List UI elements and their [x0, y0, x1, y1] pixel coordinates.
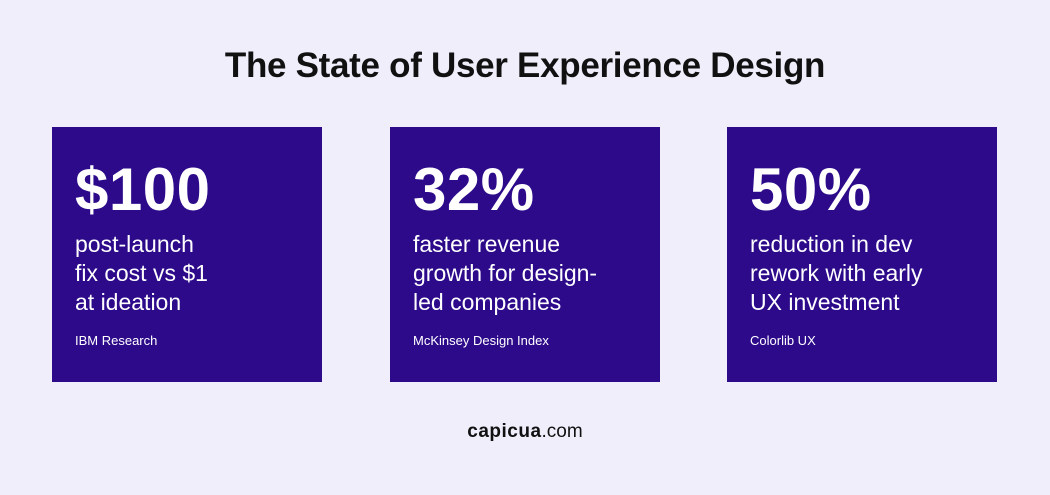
- stat-description: post-launch fix cost vs $1 at ideation: [75, 230, 208, 317]
- stat-card: 32% faster revenue growth for design-led c…: [390, 127, 660, 382]
- title: The State of User Experience Design: [224, 46, 826, 85]
- stat-description: reduction in dev rework with early UX inve…: [750, 230, 923, 317]
- stat-card: $100 post-launch fix cost vs $1 at ideation…: [52, 127, 322, 382]
- brand: capicua: [467, 421, 542, 442]
- footer: capicua.com: [0, 421, 1050, 443]
- stat-description: faster revenue growth for design-led comp…: [413, 230, 597, 317]
- description-line: growth for design-: [413, 260, 598, 286]
- description-line: rework with early: [750, 260, 923, 286]
- stat-card: 50% reduction in dev rework with early UX i…: [727, 127, 997, 382]
- description-line: led companies: [413, 289, 562, 315]
- domain: .com: [541, 421, 583, 442]
- description-line: reduction in dev: [750, 231, 913, 257]
- description-line: at ideation: [75, 289, 182, 315]
- description-line: post-launch: [75, 231, 194, 257]
- stat-source: Colorlib UX: [750, 333, 816, 348]
- stat-value: $100: [75, 156, 211, 223]
- stat-value: 32%: [413, 156, 535, 223]
- stat-source: IBM Research: [75, 333, 158, 348]
- description-line: UX investment: [750, 289, 900, 315]
- stat-value: 50%: [750, 156, 872, 223]
- stat-source: McKinsey Design Index: [413, 333, 549, 348]
- description-line: fix cost vs $1: [75, 260, 208, 286]
- description-line: faster revenue: [413, 231, 561, 257]
